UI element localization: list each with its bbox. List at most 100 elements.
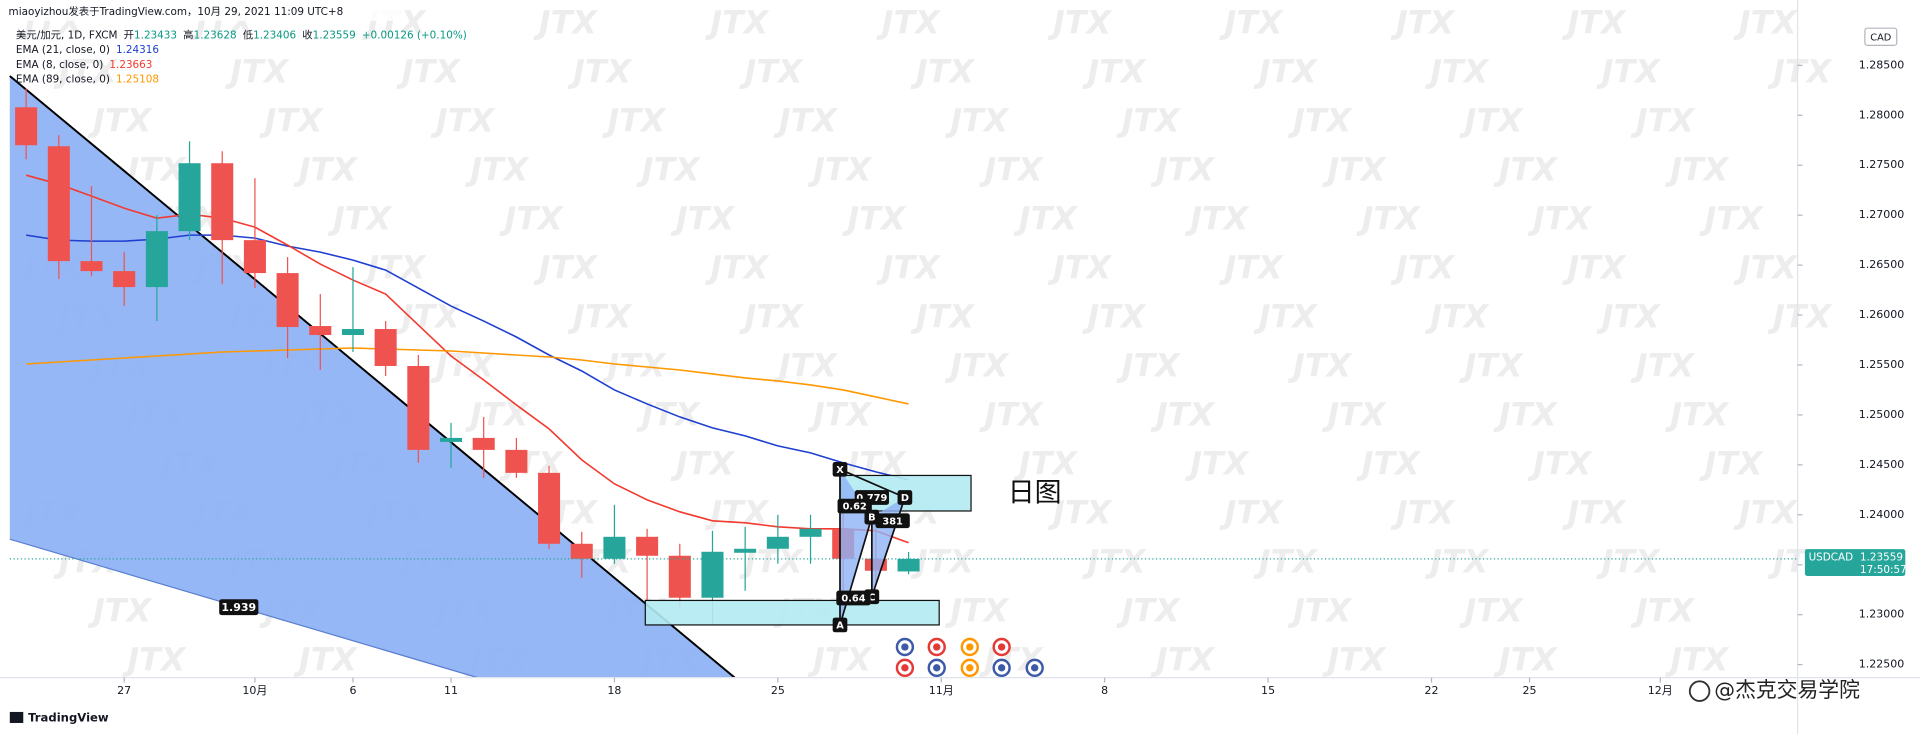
ema-line — [26, 347, 909, 405]
price-tag-symbol: USDCAD — [1809, 552, 1854, 564]
channel-line — [9, 75, 736, 679]
candle-body — [799, 528, 822, 537]
candle-body — [701, 551, 724, 598]
ema-line — [26, 234, 909, 481]
watermark: JTX — [1596, 53, 1662, 91]
watermark: JTX — [1596, 543, 1662, 581]
watermark: JTX — [1287, 347, 1353, 385]
candle-body — [505, 449, 528, 473]
watermark: JTX — [1390, 494, 1456, 532]
watermark: JTX — [1321, 151, 1387, 189]
watermark: JTX — [1390, 249, 1456, 287]
symbol: 美元/加元, 1D, FXCM — [16, 29, 118, 42]
watermark: JTX — [738, 53, 804, 91]
watermark: JTX — [533, 3, 599, 41]
y-tick-label: 1.24000 — [1859, 508, 1905, 521]
event-icon-dot — [1031, 664, 1039, 672]
watermark: JTX — [1218, 494, 1284, 532]
event-icon-dot — [966, 664, 974, 672]
x-tick-label: 10月 — [242, 684, 267, 697]
candle-body — [668, 555, 691, 598]
watermark: JTX — [670, 445, 736, 483]
y-tick-label: 1.24500 — [1859, 458, 1905, 471]
watermark: JTX — [1424, 53, 1490, 91]
pattern-point-box — [832, 461, 848, 477]
x-tick-label: 6 — [349, 684, 356, 697]
candle-body — [15, 107, 38, 146]
watermark: JTX — [121, 641, 187, 679]
watermark: JTX — [567, 298, 633, 336]
watermark: JTX — [1390, 3, 1456, 41]
ohlc-value: 1.23433 — [134, 30, 177, 42]
ratio-box — [875, 513, 910, 529]
candle-body — [47, 146, 70, 262]
candle-body — [80, 261, 103, 272]
change: +0.00126 (+0.10%) — [362, 30, 467, 42]
watermark: JTX — [601, 102, 667, 140]
watermark: JTX — [1458, 102, 1524, 140]
watermark: JTX — [396, 298, 462, 336]
y-tick-label: 1.28500 — [1859, 58, 1905, 71]
watermark: JTX — [464, 396, 530, 434]
x-tick-label: 11月 — [929, 684, 954, 697]
ratio-label: 0.779 — [856, 493, 887, 504]
legend-value: 1.23663 — [109, 59, 152, 71]
watermark: JTX — [704, 494, 770, 532]
watermark: JTX — [1047, 249, 1113, 287]
x-tick-label: 15 — [1261, 684, 1275, 697]
ohlc-label: 低 — [243, 29, 254, 42]
watermark: JTX — [1767, 298, 1833, 336]
watermark: JTX — [704, 3, 770, 41]
watermark: JTX — [1081, 53, 1147, 91]
y-tick-label: 1.23000 — [1859, 608, 1905, 621]
chart-note: 日图 — [1008, 477, 1062, 508]
event-icon-dot — [901, 643, 909, 651]
ratio-box — [837, 498, 872, 514]
watermark: JTX — [87, 102, 153, 140]
publisher: miaoyizhou发表于TradingView.com，10月 29, 202… — [9, 5, 344, 18]
price-tag-countdown: 17:50:57 — [1860, 564, 1907, 576]
watermark: JTX — [1150, 641, 1216, 679]
pattern-point: D — [901, 493, 909, 504]
watermark: JTX — [464, 151, 530, 189]
x-tick-label: 25 — [1523, 684, 1537, 697]
watermark: JTX — [1767, 53, 1833, 91]
x-tick-label: 22 — [1424, 684, 1438, 697]
footer-logo: TradingView — [28, 711, 109, 725]
watermark: JTX — [910, 543, 976, 581]
y-tick-label: 1.27000 — [1859, 208, 1905, 221]
watermark: JTX — [1664, 396, 1730, 434]
watermark: JTX — [1116, 592, 1182, 630]
legend-entry: EMA (8, close, 0) 1.23663 — [16, 59, 153, 71]
event-icon-dot — [901, 664, 909, 672]
zone-box — [644, 599, 940, 626]
watermark: JTX — [1184, 445, 1250, 483]
watermark: JTX — [1356, 445, 1422, 483]
watermark: JTX — [1493, 641, 1559, 679]
watermark: JTX — [396, 53, 462, 91]
watermark: JTX — [807, 641, 873, 679]
candle-body — [276, 273, 299, 328]
x-tick-label: 11 — [444, 684, 458, 697]
watermark: JTX — [1630, 592, 1696, 630]
ohlc-label: 开 — [124, 30, 134, 42]
axis-unit: CAD — [1870, 32, 1891, 43]
event-icon-dot — [933, 664, 941, 672]
candle-body — [897, 558, 920, 572]
watermark: JTX — [944, 347, 1010, 385]
watermark: JTX — [1527, 445, 1593, 483]
watermark: JTX — [1253, 543, 1319, 581]
footer-credit: @杰克交易学院 — [1714, 678, 1860, 702]
watermark: JTX — [1287, 592, 1353, 630]
event-icon-dot — [966, 643, 974, 651]
watermark: JTX — [773, 347, 839, 385]
watermark: JTX — [567, 53, 633, 91]
watermark: JTX — [670, 200, 736, 238]
watermark: JTX — [1698, 200, 1764, 238]
watermark: JTX — [944, 102, 1010, 140]
watermark: JTX — [533, 249, 599, 287]
watermark: JTX — [1081, 298, 1147, 336]
watermark: JTX — [876, 249, 942, 287]
